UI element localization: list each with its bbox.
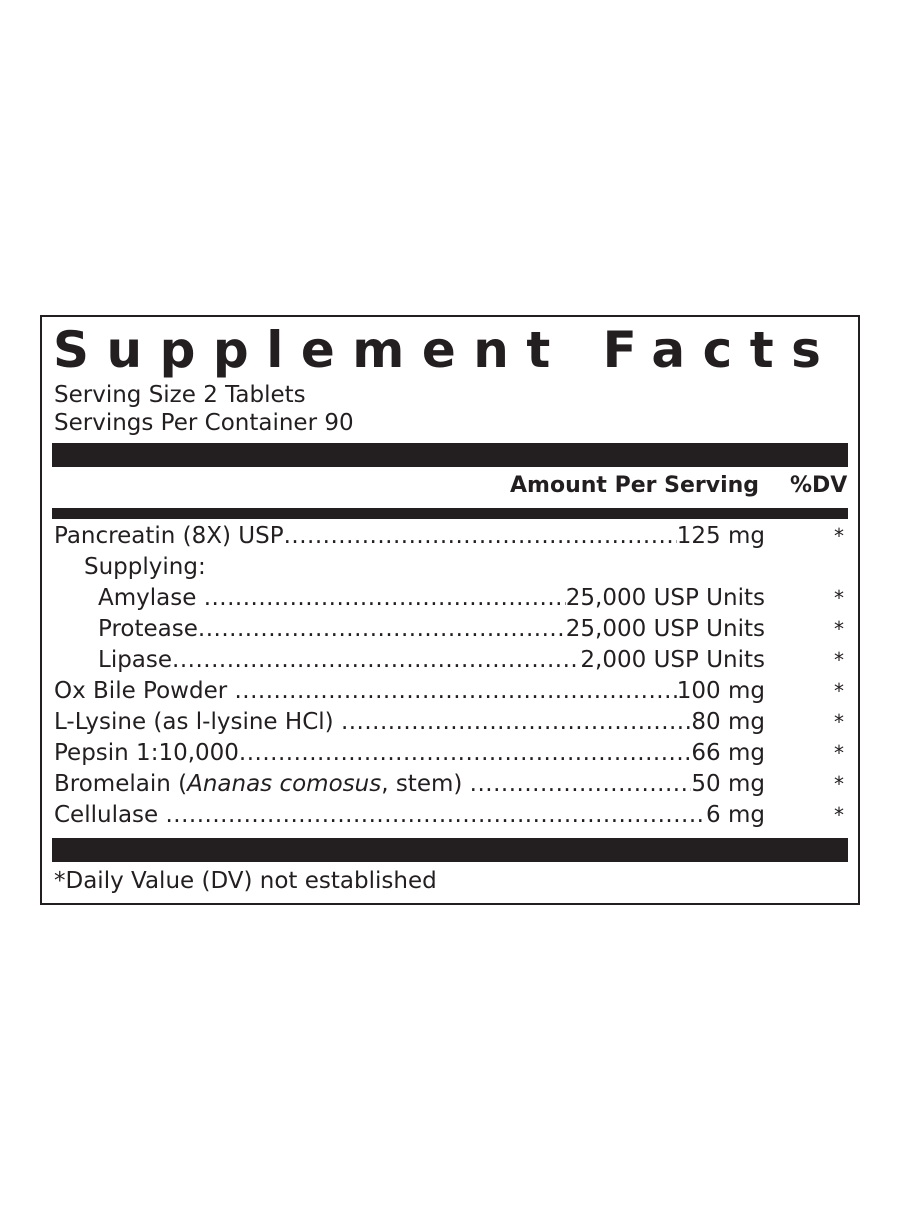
nutrient-name-text: Ox Bile Powder bbox=[54, 678, 235, 704]
dot-leader: ........................................… bbox=[469, 771, 692, 797]
dot-leader: ........................................… bbox=[283, 523, 677, 549]
footnote: *Daily Value (DV) not established bbox=[54, 868, 437, 894]
nutrient-name: Amylase bbox=[98, 583, 204, 614]
nutrient-name-text: Pancreatin (8X) USP bbox=[54, 523, 284, 549]
nutrient-row: Supplying: bbox=[54, 552, 854, 583]
nutrient-name: Bromelain (Ananas comosus, stem) bbox=[54, 769, 470, 800]
nutrient-name: Pancreatin (8X) USP bbox=[54, 521, 284, 552]
daily-value: * bbox=[834, 617, 844, 641]
nutrient-row: Cellulase ..............................… bbox=[54, 800, 854, 831]
nutrient-amount: 50 mg bbox=[691, 771, 765, 797]
dot-leader: ........................................… bbox=[165, 802, 707, 828]
nutrient-amount: 25,000 USP Units bbox=[565, 585, 765, 611]
panel-title: Supplement Facts bbox=[53, 321, 839, 379]
dot-leader: ........................................… bbox=[340, 709, 691, 735]
nutrient-amount: 100 mg bbox=[676, 678, 765, 704]
nutrient-amount: 2,000 USP Units bbox=[580, 647, 765, 673]
nutrient-name-text: Supplying: bbox=[84, 554, 206, 580]
dot-leader: ........................................… bbox=[197, 616, 566, 642]
thick-divider bbox=[52, 443, 848, 467]
dot-leader: ........................................… bbox=[234, 678, 677, 704]
nutrient-name-text: Cellulase bbox=[54, 802, 166, 828]
serving-size: Serving Size 2 Tablets bbox=[54, 382, 306, 408]
daily-value: * bbox=[834, 648, 844, 672]
supplement-facts-panel: Supplement Facts Serving Size 2 Tablets … bbox=[40, 315, 860, 905]
nutrient-row: Bromelain (Ananas comosus, stem) .......… bbox=[54, 769, 854, 800]
nutrient-name: Supplying: bbox=[84, 552, 206, 583]
medium-divider bbox=[52, 508, 848, 519]
nutrient-name-text: L-Lysine (as l-lysine HCl) bbox=[54, 709, 341, 735]
nutrient-amount: 25,000 USP Units bbox=[565, 616, 765, 642]
nutrient-amount: 125 mg bbox=[676, 523, 765, 549]
nutrient-name: Ox Bile Powder bbox=[54, 676, 235, 707]
daily-value: * bbox=[834, 803, 844, 827]
nutrient-row: Lipase..................................… bbox=[54, 645, 854, 676]
nutrient-name: Protease bbox=[98, 614, 198, 645]
daily-value: * bbox=[834, 524, 844, 548]
nutrient-name: Cellulase bbox=[54, 800, 166, 831]
nutrient-amount: 80 mg bbox=[691, 709, 765, 735]
daily-value: * bbox=[834, 710, 844, 734]
nutrient-name-text: Lipase bbox=[98, 647, 173, 673]
amount-per-serving-header: Amount Per Serving bbox=[510, 473, 760, 498]
nutrient-row: Pancreatin (8X) USP.....................… bbox=[54, 521, 854, 552]
nutrient-row: L-Lysine (as l-lysine HCl) .............… bbox=[54, 707, 854, 738]
daily-value: * bbox=[834, 586, 844, 610]
nutrient-name: Pepsin 1:10,000 bbox=[54, 738, 239, 769]
dot-leader: ........................................… bbox=[203, 585, 566, 611]
daily-value: * bbox=[834, 741, 844, 765]
dot-leader: ........................................… bbox=[172, 647, 580, 673]
nutrient-name-suffix: , stem) bbox=[381, 771, 470, 797]
nutrient-name: L-Lysine (as l-lysine HCl) bbox=[54, 707, 341, 738]
nutrient-row: Protease................................… bbox=[54, 614, 854, 645]
nutrient-amount: 6 mg bbox=[706, 802, 765, 828]
nutrient-latin-name: Ananas comosus bbox=[187, 771, 382, 797]
dv-header: %DV bbox=[790, 473, 848, 498]
nutrient-name-text: Pepsin 1:10,000 bbox=[54, 740, 239, 766]
nutrient-row: Amylase ................................… bbox=[54, 583, 854, 614]
nutrient-name-text: Amylase bbox=[98, 585, 204, 611]
nutrient-amount: 66 mg bbox=[691, 740, 765, 766]
nutrient-row: Ox Bile Powder .........................… bbox=[54, 676, 854, 707]
servings-per-container: Servings Per Container 90 bbox=[54, 410, 354, 436]
daily-value: * bbox=[834, 772, 844, 796]
nutrient-name: Lipase bbox=[98, 645, 172, 676]
nutrient-row: Pepsin 1:10,000.........................… bbox=[54, 738, 854, 769]
nutrient-name-text: Protease bbox=[98, 616, 198, 642]
dot-leader: ........................................… bbox=[238, 740, 692, 766]
daily-value: * bbox=[834, 679, 844, 703]
nutrient-name-text: Bromelain ( bbox=[54, 771, 188, 797]
bottom-divider bbox=[52, 838, 848, 862]
